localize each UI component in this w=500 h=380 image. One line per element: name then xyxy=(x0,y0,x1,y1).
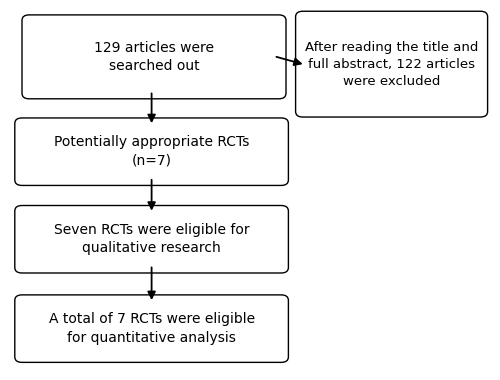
FancyBboxPatch shape xyxy=(15,118,288,185)
FancyBboxPatch shape xyxy=(296,11,488,117)
Text: 129 articles were
searched out: 129 articles were searched out xyxy=(94,41,214,73)
FancyBboxPatch shape xyxy=(22,15,286,99)
FancyBboxPatch shape xyxy=(15,295,288,363)
Text: A total of 7 RCTs were eligible
for quantitative analysis: A total of 7 RCTs were eligible for quan… xyxy=(48,312,255,345)
Text: After reading the title and
full abstract, 122 articles
were excluded: After reading the title and full abstrac… xyxy=(305,41,478,88)
Text: Potentially appropriate RCTs
(n=7): Potentially appropriate RCTs (n=7) xyxy=(54,136,250,168)
Text: Seven RCTs were eligible for
qualitative research: Seven RCTs were eligible for qualitative… xyxy=(54,223,250,255)
FancyBboxPatch shape xyxy=(15,206,288,273)
